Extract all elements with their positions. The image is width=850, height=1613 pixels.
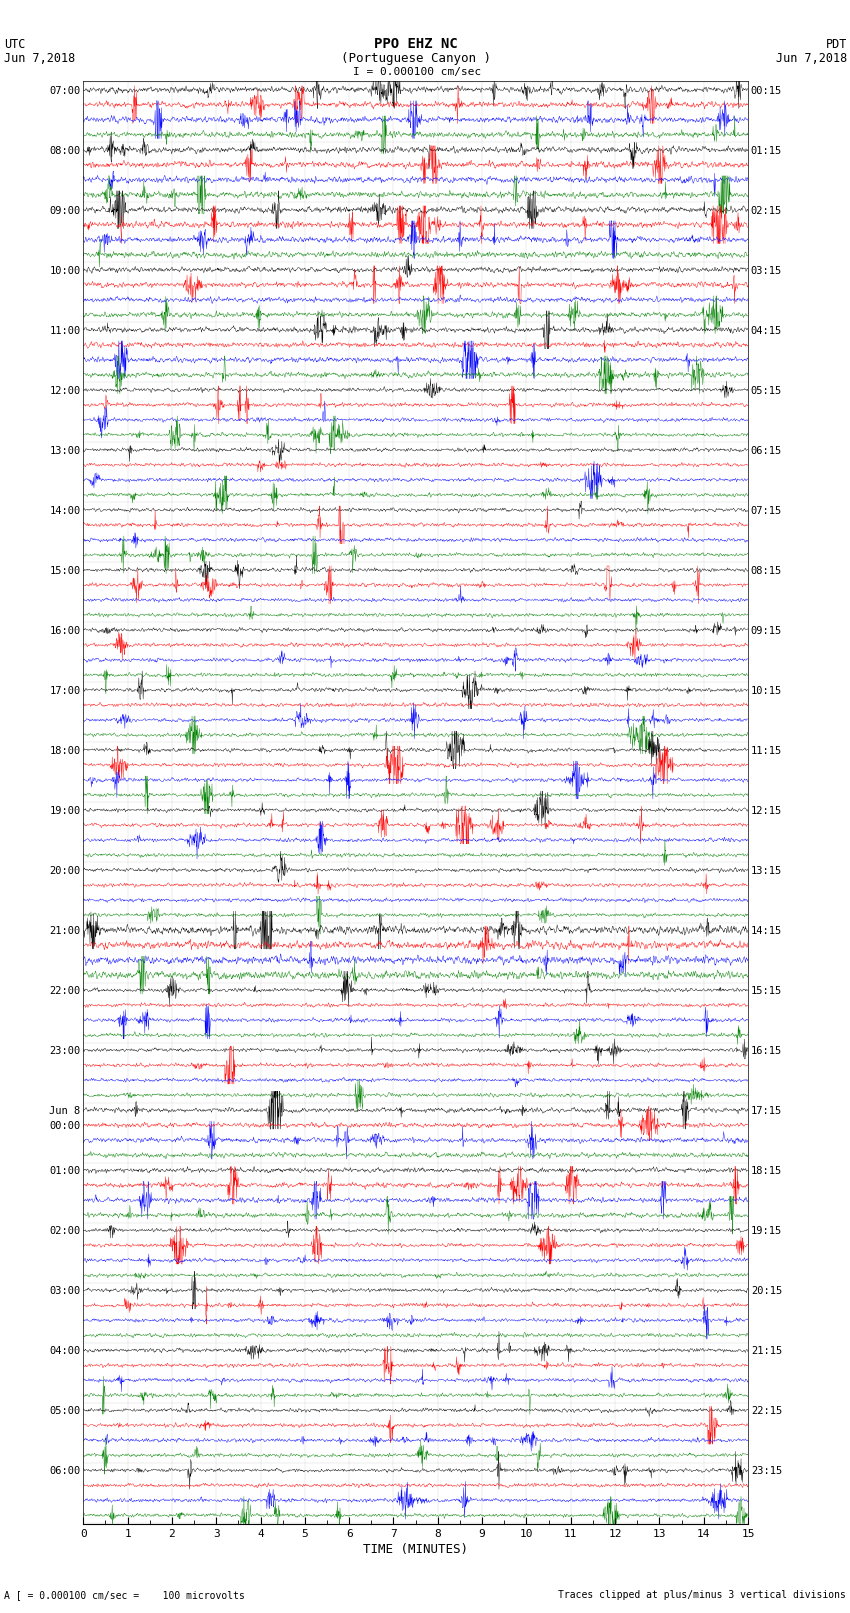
Text: I = 0.000100 cm/sec: I = 0.000100 cm/sec [353,66,481,77]
Text: Traces clipped at plus/minus 3 vertical divisions: Traces clipped at plus/minus 3 vertical … [558,1590,846,1600]
Text: PDT: PDT [826,37,847,50]
Text: A [ = 0.000100 cm/sec =    100 microvolts: A [ = 0.000100 cm/sec = 100 microvolts [4,1590,245,1600]
Text: Jun 7,2018: Jun 7,2018 [776,52,847,65]
Text: UTC: UTC [4,37,26,50]
Text: (Portuguese Canyon ): (Portuguese Canyon ) [341,52,490,65]
Text: PPO EHZ NC: PPO EHZ NC [374,37,457,50]
Text: Jun 7,2018: Jun 7,2018 [4,52,76,65]
X-axis label: TIME (MINUTES): TIME (MINUTES) [363,1544,468,1557]
